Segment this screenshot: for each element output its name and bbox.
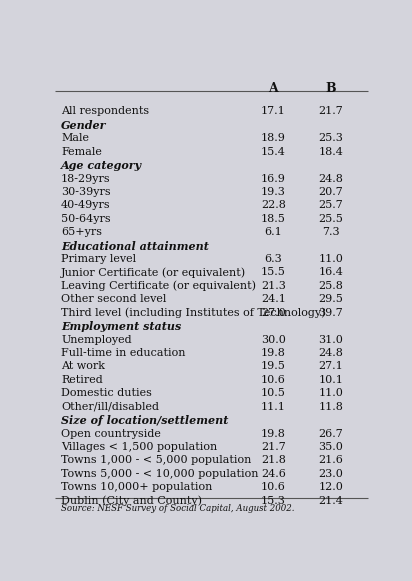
Text: 35.0: 35.0 xyxy=(318,442,343,452)
Text: 10.6: 10.6 xyxy=(261,375,286,385)
Text: 15.4: 15.4 xyxy=(261,146,286,157)
Text: Source: NESF Survey of Social Capital, August 2002.: Source: NESF Survey of Social Capital, A… xyxy=(61,504,295,512)
Text: 40-49yrs: 40-49yrs xyxy=(61,200,111,210)
Text: 18.5: 18.5 xyxy=(261,214,286,224)
Text: Employment status: Employment status xyxy=(61,321,181,332)
Text: Size of location/settlement: Size of location/settlement xyxy=(61,415,228,426)
Text: Towns 5,000 - < 10,000 population: Towns 5,000 - < 10,000 population xyxy=(61,469,259,479)
Text: 65+yrs: 65+yrs xyxy=(61,227,102,237)
Text: A: A xyxy=(269,83,278,95)
Text: 10.6: 10.6 xyxy=(261,482,286,492)
Text: Age category: Age category xyxy=(61,160,142,171)
Text: 19.5: 19.5 xyxy=(261,361,286,371)
Text: 24.1: 24.1 xyxy=(261,295,286,304)
Text: 11.0: 11.0 xyxy=(318,388,343,398)
Text: 19.8: 19.8 xyxy=(261,429,286,439)
Text: 12.0: 12.0 xyxy=(318,482,343,492)
Text: Primary level: Primary level xyxy=(61,254,136,264)
Text: 31.0: 31.0 xyxy=(318,335,343,345)
Text: 18.9: 18.9 xyxy=(261,133,286,144)
Text: 15.3: 15.3 xyxy=(261,496,286,505)
Text: 21.7: 21.7 xyxy=(261,442,286,452)
Text: 24.8: 24.8 xyxy=(318,174,343,184)
Text: Towns 10,000+ population: Towns 10,000+ population xyxy=(61,482,213,492)
Text: 7.3: 7.3 xyxy=(322,227,340,237)
Text: 21.6: 21.6 xyxy=(318,456,343,465)
Text: 10.1: 10.1 xyxy=(318,375,343,385)
Text: 24.6: 24.6 xyxy=(261,469,286,479)
Text: 16.4: 16.4 xyxy=(318,267,343,278)
Text: Junior Certificate (or equivalent): Junior Certificate (or equivalent) xyxy=(61,267,246,278)
Text: 24.8: 24.8 xyxy=(318,348,343,358)
Text: Leaving Certificate (or equivalent): Leaving Certificate (or equivalent) xyxy=(61,281,256,292)
Text: 39.7: 39.7 xyxy=(318,308,343,318)
Text: Unemployed: Unemployed xyxy=(61,335,132,345)
Text: 18.4: 18.4 xyxy=(318,146,343,157)
Text: 21.4: 21.4 xyxy=(318,496,343,505)
Text: 6.3: 6.3 xyxy=(265,254,282,264)
Text: 23.0: 23.0 xyxy=(318,469,343,479)
Text: 21.7: 21.7 xyxy=(318,106,343,116)
Text: 18-29yrs: 18-29yrs xyxy=(61,174,111,184)
Text: Retired: Retired xyxy=(61,375,103,385)
Text: At work: At work xyxy=(61,361,105,371)
Text: 17.1: 17.1 xyxy=(261,106,286,116)
Text: 19.8: 19.8 xyxy=(261,348,286,358)
Text: All respondents: All respondents xyxy=(61,106,149,116)
Text: 10.5: 10.5 xyxy=(261,388,286,398)
Text: Full-time in education: Full-time in education xyxy=(61,348,185,358)
Text: Third level (including Institutes of Technology): Third level (including Institutes of Tec… xyxy=(61,308,325,318)
Text: 6.1: 6.1 xyxy=(265,227,282,237)
Text: 16.9: 16.9 xyxy=(261,174,286,184)
Text: 30.0: 30.0 xyxy=(261,335,286,345)
Text: 11.1: 11.1 xyxy=(261,401,286,412)
Text: Other/ill/disabled: Other/ill/disabled xyxy=(61,401,159,412)
Text: Open countryside: Open countryside xyxy=(61,429,161,439)
Text: 25.8: 25.8 xyxy=(318,281,343,291)
Text: Female: Female xyxy=(61,146,102,157)
Text: 11.0: 11.0 xyxy=(318,254,343,264)
Text: Villages < 1,500 population: Villages < 1,500 population xyxy=(61,442,217,452)
Text: Other second level: Other second level xyxy=(61,295,166,304)
Text: Male: Male xyxy=(61,133,89,144)
Text: 19.3: 19.3 xyxy=(261,187,286,197)
Text: 25.7: 25.7 xyxy=(318,200,343,210)
Text: 15.5: 15.5 xyxy=(261,267,286,278)
Text: Domestic duties: Domestic duties xyxy=(61,388,152,398)
Text: 11.8: 11.8 xyxy=(318,401,343,412)
Text: 27.1: 27.1 xyxy=(318,361,343,371)
Text: 25.5: 25.5 xyxy=(318,214,343,224)
Text: B: B xyxy=(325,83,336,95)
Text: 25.3: 25.3 xyxy=(318,133,343,144)
Text: 26.7: 26.7 xyxy=(318,429,343,439)
Text: 50-64yrs: 50-64yrs xyxy=(61,214,111,224)
Text: Dublin (City and County): Dublin (City and County) xyxy=(61,496,202,506)
Text: 30-39yrs: 30-39yrs xyxy=(61,187,111,197)
Text: Gender: Gender xyxy=(61,120,107,131)
Text: 20.7: 20.7 xyxy=(318,187,343,197)
Text: Towns 1,000 - < 5,000 population: Towns 1,000 - < 5,000 population xyxy=(61,456,251,465)
Text: 27.0: 27.0 xyxy=(261,308,286,318)
Text: 29.5: 29.5 xyxy=(318,295,343,304)
Text: 21.8: 21.8 xyxy=(261,456,286,465)
Text: 21.3: 21.3 xyxy=(261,281,286,291)
Text: 22.8: 22.8 xyxy=(261,200,286,210)
Text: Educational attainment: Educational attainment xyxy=(61,241,209,252)
